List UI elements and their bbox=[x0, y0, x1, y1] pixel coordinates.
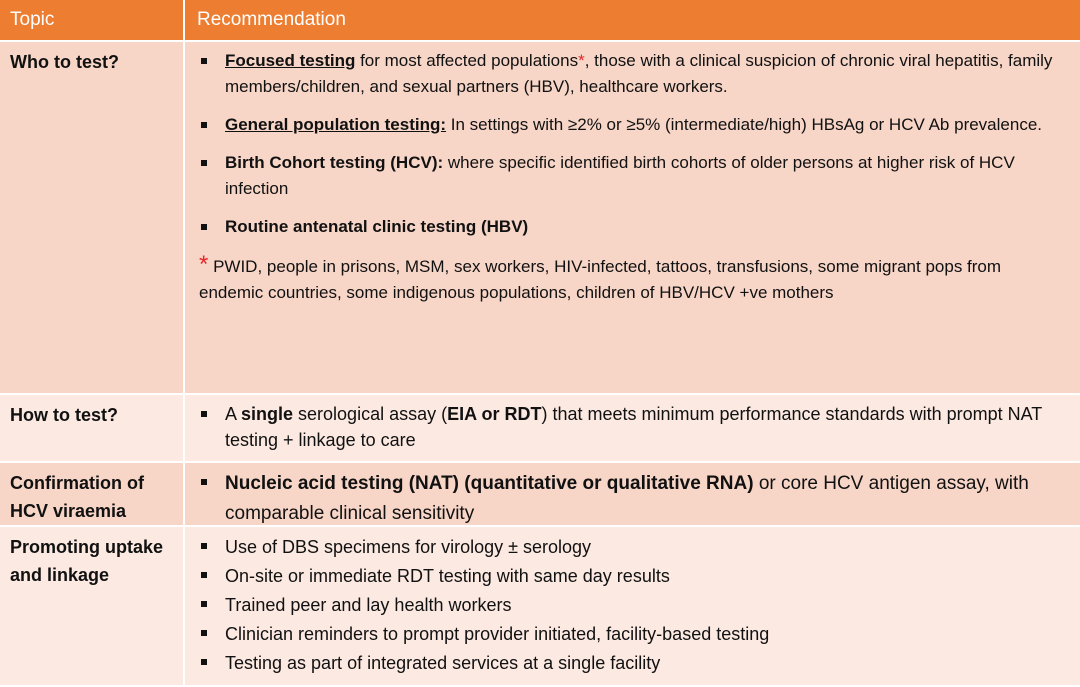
header-cell: Topic bbox=[0, 0, 185, 40]
text-segment: In settings with ≥2% or ≥5% (intermediat… bbox=[446, 115, 1043, 134]
bullet-list: A single serological assay (EIA or RDT) … bbox=[197, 401, 1068, 453]
table-row: Who to test? Focused testing for most af… bbox=[0, 42, 1080, 395]
text-segment: A bbox=[225, 404, 242, 424]
topic-cell: Who to test? bbox=[0, 42, 185, 393]
text-segment: Focused testing bbox=[225, 51, 356, 70]
text-segment: ) that meets minimum performance standar… bbox=[225, 404, 1042, 450]
text-segment: for most affected populations bbox=[355, 51, 579, 70]
text-segment: Use of DBS specimens for virology ± sero… bbox=[225, 537, 592, 557]
table-row: Confirmation of HCV viraemia Nucleic aci… bbox=[0, 463, 1080, 527]
bullet-item: On-site or immediate RDT testing with sa… bbox=[201, 562, 1068, 591]
bullet-item: Birth Cohort testing (HCV): where specif… bbox=[201, 150, 1068, 202]
recommendation-cell: Use of DBS specimens for virology ± sero… bbox=[185, 527, 1080, 685]
text-segment: Clinician reminders to prompt provider i… bbox=[225, 624, 770, 644]
text-segment: , those with a clinical suspicion of chr… bbox=[225, 51, 1053, 96]
bullet-item: Trained peer and lay health workers bbox=[201, 591, 1068, 620]
text-segment: General population testing: bbox=[225, 115, 447, 134]
recommendation-cell: Nucleic acid testing (NAT) (quantitative… bbox=[185, 463, 1080, 525]
bullet-item: Focused testing for most affected popula… bbox=[201, 48, 1068, 100]
text-segment: Routine antenatal clinic testing (HBV) bbox=[225, 217, 529, 236]
text-segment: or core HCV antigen assay, with comparab… bbox=[225, 473, 1029, 524]
header-row: Topic Recommendation bbox=[0, 0, 1080, 42]
bullet-item: General population testing: In settings … bbox=[201, 112, 1068, 138]
text-segment: On-site or immediate RDT testing with sa… bbox=[225, 566, 670, 586]
recommendation-cell: Focused testing for most affected popula… bbox=[185, 42, 1080, 393]
table-row: Promoting uptake and linkage Use of DBS … bbox=[0, 527, 1080, 687]
topic-cell: Confirmation of HCV viraemia bbox=[0, 463, 185, 525]
header-cell: Recommendation bbox=[197, 9, 346, 30]
bullet-item: Routine antenatal clinic testing (HBV) bbox=[201, 214, 1068, 240]
text-segment: Birth Cohort testing (HCV): bbox=[225, 153, 444, 172]
text-segment: Trained peer and lay health workers bbox=[225, 595, 512, 615]
topic-cell: How to test? bbox=[0, 395, 185, 461]
topic-cell: Promoting uptake and linkage bbox=[0, 527, 185, 685]
bullet-list: Nucleic acid testing (NAT) (quantitative… bbox=[197, 469, 1068, 529]
bullet-list: Use of DBS specimens for virology ± sero… bbox=[197, 533, 1068, 678]
footnote: * PWID, people in prisons, MSM, sex work… bbox=[199, 252, 1068, 306]
text-segment: EIA or RDT bbox=[447, 404, 542, 424]
bullet-item: Clinician reminders to prompt provider i… bbox=[201, 620, 1068, 649]
text-segment: Testing as part of integrated services a… bbox=[225, 653, 661, 673]
table-row: How to test? A single serological assay … bbox=[0, 395, 1080, 463]
text-segment: Nucleic acid testing (NAT) (quantitative… bbox=[225, 473, 754, 494]
text-segment: serological assay ( bbox=[293, 404, 448, 424]
text-segment: where specific identified birth cohorts … bbox=[225, 153, 1015, 198]
bullet-item: Testing as part of integrated services a… bbox=[201, 649, 1068, 678]
text-segment: * bbox=[578, 51, 585, 70]
bullet-list: Focused testing for most affected popula… bbox=[197, 48, 1068, 240]
text-segment: single bbox=[241, 404, 294, 424]
text-segment: PWID, people in prisons, MSM, sex worker… bbox=[199, 257, 1002, 302]
bullet-item: A single serological assay (EIA or RDT) … bbox=[201, 401, 1068, 453]
bullet-item: Nucleic acid testing (NAT) (quantitative… bbox=[201, 469, 1068, 529]
recommendation-cell: A single serological assay (EIA or RDT) … bbox=[185, 395, 1080, 461]
bullet-item: Use of DBS specimens for virology ± sero… bbox=[201, 533, 1068, 562]
text-segment: * bbox=[199, 251, 209, 278]
